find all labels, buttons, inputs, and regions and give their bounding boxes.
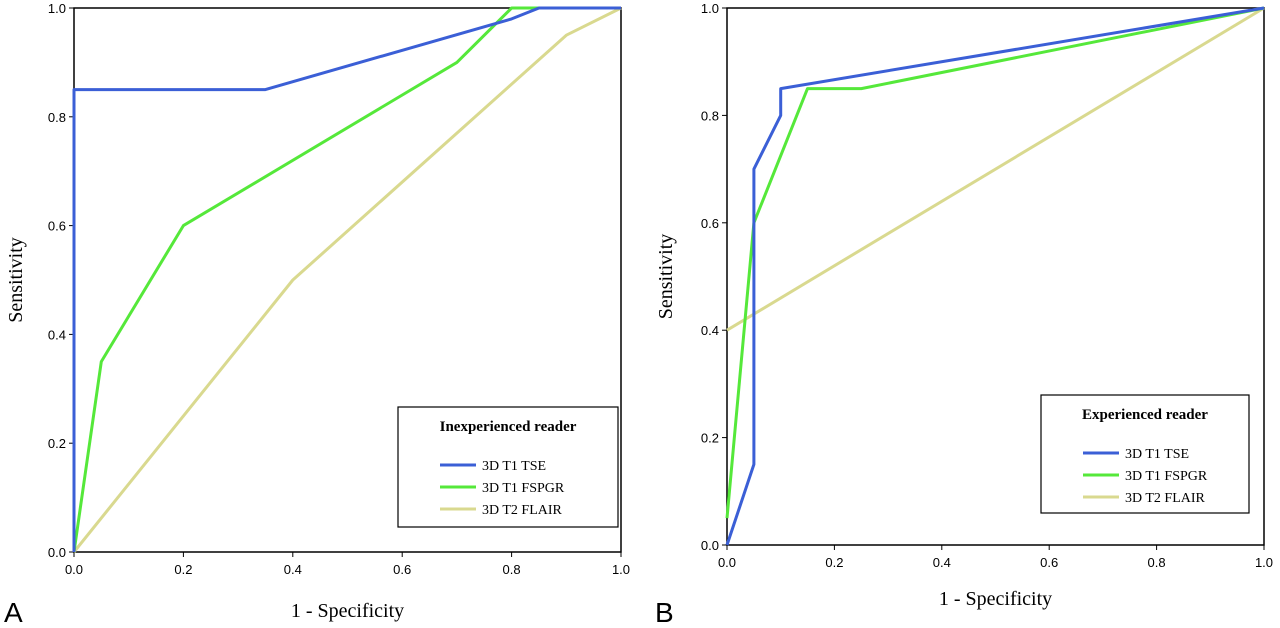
y-tick-label: 0.0 (48, 545, 66, 560)
y-tick-label: 0.6 (48, 219, 66, 234)
y-axis-title: Sensitivity (655, 234, 677, 320)
x-tick-label: 1.0 (1255, 555, 1273, 570)
panel-letter: A (4, 597, 23, 628)
x-tick-label: 0.8 (503, 562, 521, 577)
x-tick-label: 0.4 (284, 562, 302, 577)
panel-letter: B (655, 597, 674, 628)
x-tick-label: 0.0 (718, 555, 736, 570)
plot-frame (726, 7, 1265, 546)
y-tick-label: 0.2 (701, 431, 719, 446)
y-tick-label: 0.0 (701, 538, 719, 553)
legend-label: 3D T1 FSPGR (482, 481, 565, 496)
series-line-3d-t2-flair (72, 6, 622, 553)
series-line-3d-t2-flair (726, 6, 1265, 332)
y-tick-label: 0.8 (48, 110, 66, 125)
y-axis-title: Sensitivity (5, 237, 27, 323)
x-tick-label: 0.2 (825, 555, 843, 570)
panel-b: 0.0 0.2 0.4 0.6 0.8 1.0 0.0 0.2 0.4 0.6 0.8 1.0 1 - … (655, 1, 1273, 628)
x-tick-label: 0.6 (1040, 555, 1058, 570)
legend-label: 3D T2 FLAIR (1125, 491, 1206, 506)
x-tick-label: 0.4 (933, 555, 951, 570)
x-axis-title: 1 - Specificity (939, 588, 1052, 610)
series-line-3d-t1-fspgr (725, 6, 1265, 519)
y-tick-label: 1.0 (701, 1, 719, 16)
legend-title: Inexperienced reader (440, 419, 577, 435)
x-tick-label: 0.8 (1148, 555, 1166, 570)
x-axis-title: 1 - Specificity (291, 600, 404, 622)
series-line-3d-t1-tse (72, 6, 621, 552)
series-line-3d-t1-fspgr (72, 6, 621, 553)
legend-label: 3D T1 FSPGR (1125, 469, 1208, 484)
legend-box (1040, 394, 1250, 514)
y-tick-label: 1.0 (48, 1, 66, 16)
x-tick-label: 0.0 (65, 562, 83, 577)
y-tick-label: 0.8 (701, 108, 719, 123)
y-tick-label: 0.2 (48, 436, 66, 451)
legend-box (397, 406, 619, 528)
y-tick-label: 0.4 (48, 327, 66, 342)
x-tick-label: 0.6 (393, 562, 411, 577)
y-tick-label: 0.6 (701, 216, 719, 231)
y-tick-label: 0.4 (701, 323, 719, 338)
legend-label: 3D T2 FLAIR (482, 503, 563, 518)
panel-a: 0.0 0.2 0.4 0.6 0.8 1.0 0.0 0.2 0.4 0.6 0.8 1.0 1 - … (4, 1, 630, 628)
x-tick-label: 1.0 (612, 562, 630, 577)
legend-title: Experienced reader (1082, 407, 1208, 423)
series-line-3d-t1-tse (725, 6, 1265, 546)
legend-label: 3D T1 TSE (1125, 447, 1189, 462)
x-tick-label: 0.2 (174, 562, 192, 577)
legend-label: 3D T1 TSE (482, 459, 546, 474)
